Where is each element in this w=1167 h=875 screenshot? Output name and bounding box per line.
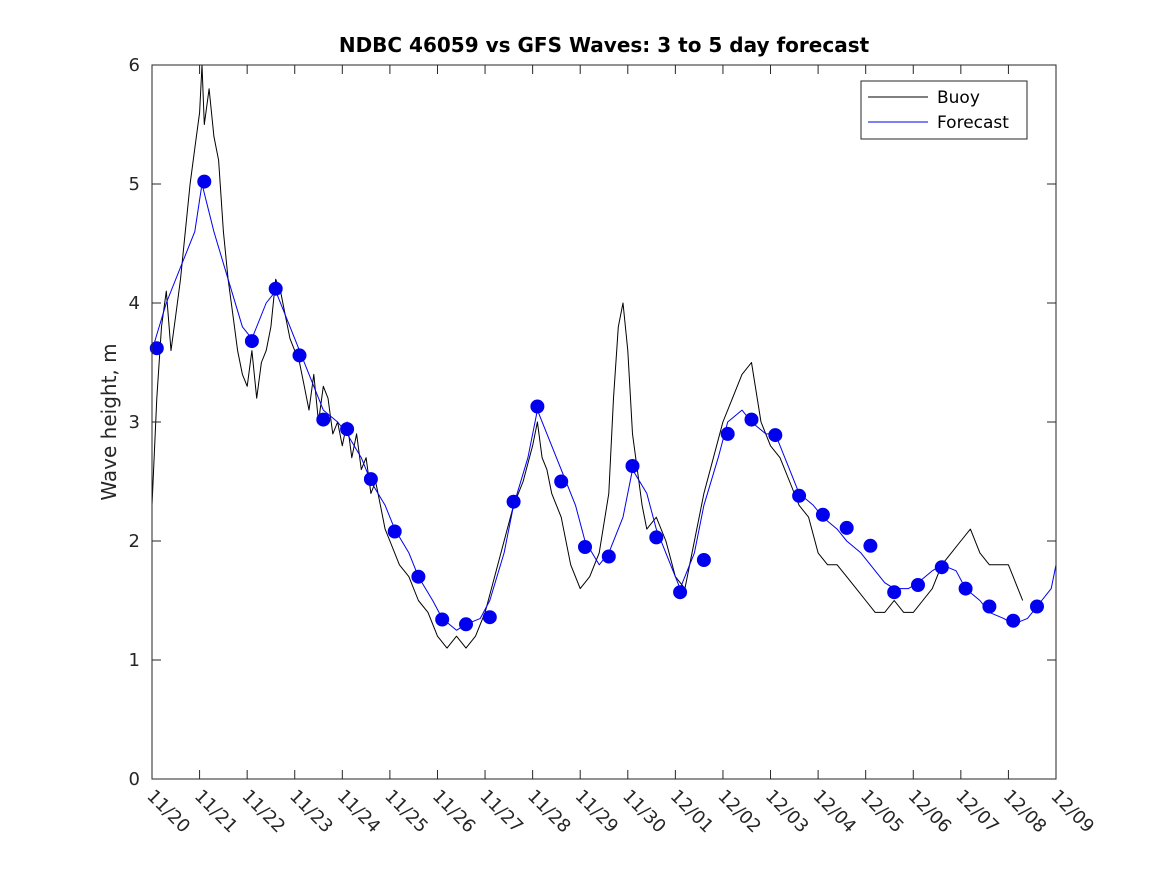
legend-forecast-label: Forecast [937, 113, 1009, 133]
forecast-marker [459, 617, 473, 632]
forecast-marker [411, 569, 426, 584]
forecast-marker [863, 538, 878, 553]
forecast-marker [625, 459, 640, 473]
forecast-marker [530, 399, 545, 414]
chart-title: NDBC 46059 vs GFS Waves: 3 to 5 day fore… [339, 33, 870, 57]
forecast-marker [982, 599, 997, 614]
legend-buoy-label: Buoy [937, 88, 980, 108]
plot-frame [151, 64, 1057, 780]
y-tick-label: 5 [129, 174, 140, 195]
forecast-marker [792, 488, 807, 503]
forecast-marker [744, 412, 759, 427]
forecast-marker [839, 520, 854, 535]
forecast-marker [268, 281, 283, 296]
plot-area [152, 65, 1056, 779]
forecast-marker [316, 412, 331, 427]
forecast-marker [815, 507, 830, 522]
y-tick-label: 0 [129, 769, 140, 790]
forecast-marker [911, 578, 925, 592]
forecast-marker [673, 585, 688, 600]
forecast-marker [887, 585, 902, 600]
forecast-marker [292, 348, 307, 363]
y-tick-label: 4 [129, 293, 140, 314]
forecast-marker [554, 474, 569, 489]
forecast-marker [340, 422, 355, 437]
forecast-marker [720, 426, 735, 441]
legend: Buoy Forecast [860, 80, 1028, 140]
forecast-marker [768, 428, 783, 443]
series-line-buoy [151, 64, 1024, 649]
forecast-marker [1006, 613, 1021, 628]
forecast-marker [934, 560, 949, 575]
forecast-marker [578, 540, 592, 554]
forecast-marker [435, 612, 450, 627]
y-tick-label: 6 [129, 55, 140, 76]
forecast-marker [958, 581, 973, 596]
forecast-marker [363, 472, 378, 487]
y-tick-label: 1 [129, 650, 140, 671]
forecast-marker [506, 494, 521, 509]
forecast-marker [482, 610, 497, 625]
legend-box [860, 80, 1028, 140]
forecast-marker [601, 549, 616, 564]
marker-layer [149, 174, 1044, 632]
forecast-marker [197, 174, 212, 189]
forecast-marker [1030, 599, 1044, 614]
forecast-marker [696, 553, 711, 567]
y-axis-label: Wave height, m [97, 343, 121, 500]
forecast-marker [387, 524, 402, 539]
forecast-marker [244, 334, 259, 349]
y-tick-label: 2 [129, 531, 140, 552]
forecast-marker [149, 341, 164, 356]
y-tick-label: 3 [129, 412, 140, 433]
forecast-marker [649, 530, 664, 545]
